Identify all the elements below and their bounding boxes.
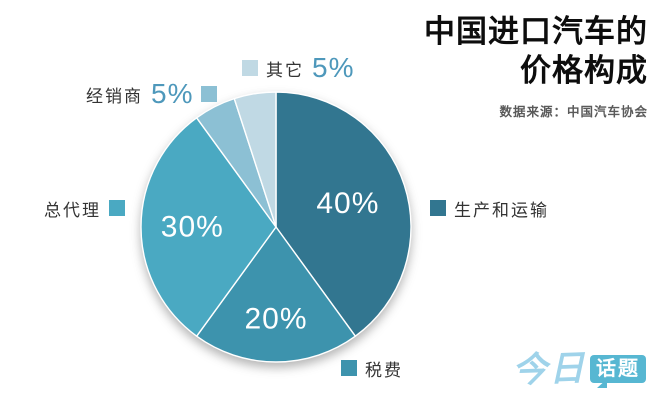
callout-tax: 税费	[341, 352, 403, 384]
pie-percent-label-production-transport: 40%	[316, 187, 379, 220]
logo-speech-tail-icon	[597, 379, 607, 388]
pie-slice-tax	[195, 226, 357, 363]
callout-other-percent: 5%	[312, 52, 355, 83]
callout-dealer-label: 经销商	[86, 86, 143, 106]
callout-general-agent: 总代理	[44, 192, 125, 224]
callout-production-transport: 生产和运输	[430, 192, 549, 224]
callout-other-label: 其它	[266, 60, 304, 80]
swatch-dealer-icon	[201, 86, 218, 102]
swatch-tax-icon	[341, 360, 357, 376]
callout-production-transport-label: 生产和运输	[454, 200, 549, 220]
callout-dealer: 经销商 5%	[86, 78, 218, 110]
swatch-general-agent-icon	[109, 200, 125, 216]
header: 中国进口汽车的 价格构成 数据来源：中国汽车协会	[424, 12, 648, 120]
pie-slice-production-transport	[275, 91, 412, 337]
callout-general-agent-label: 总代理	[44, 200, 101, 220]
logo-bubble-wrap: 话题	[590, 352, 646, 388]
page-title-line2: 价格构成	[520, 53, 648, 88]
pie-chart: 40% 20% 30%	[126, 77, 426, 377]
pie-slice-other	[233, 91, 277, 228]
callout-dealer-percent: 5%	[151, 78, 194, 109]
logo-bubble-huati: 话题	[590, 355, 646, 383]
swatch-other-icon	[242, 60, 258, 76]
callout-tax-label: 税费	[365, 360, 403, 380]
pie-chart-svg: 40% 20% 30%	[140, 91, 412, 363]
swatch-production-transport-icon	[430, 200, 446, 216]
page-title-line1: 中国进口汽车的	[424, 14, 648, 49]
logo-text-jinri: 今日	[511, 348, 587, 391]
pie-percent-label-tax: 20%	[244, 302, 307, 335]
pie-slice-general-agent	[140, 117, 277, 337]
callout-other: 其它 5%	[242, 52, 354, 84]
brand-logo: 今日 话题	[511, 341, 646, 392]
pie-percent-label-general-agent: 30%	[161, 211, 224, 244]
data-source-caption: 数据来源：中国汽车协会	[499, 105, 648, 119]
